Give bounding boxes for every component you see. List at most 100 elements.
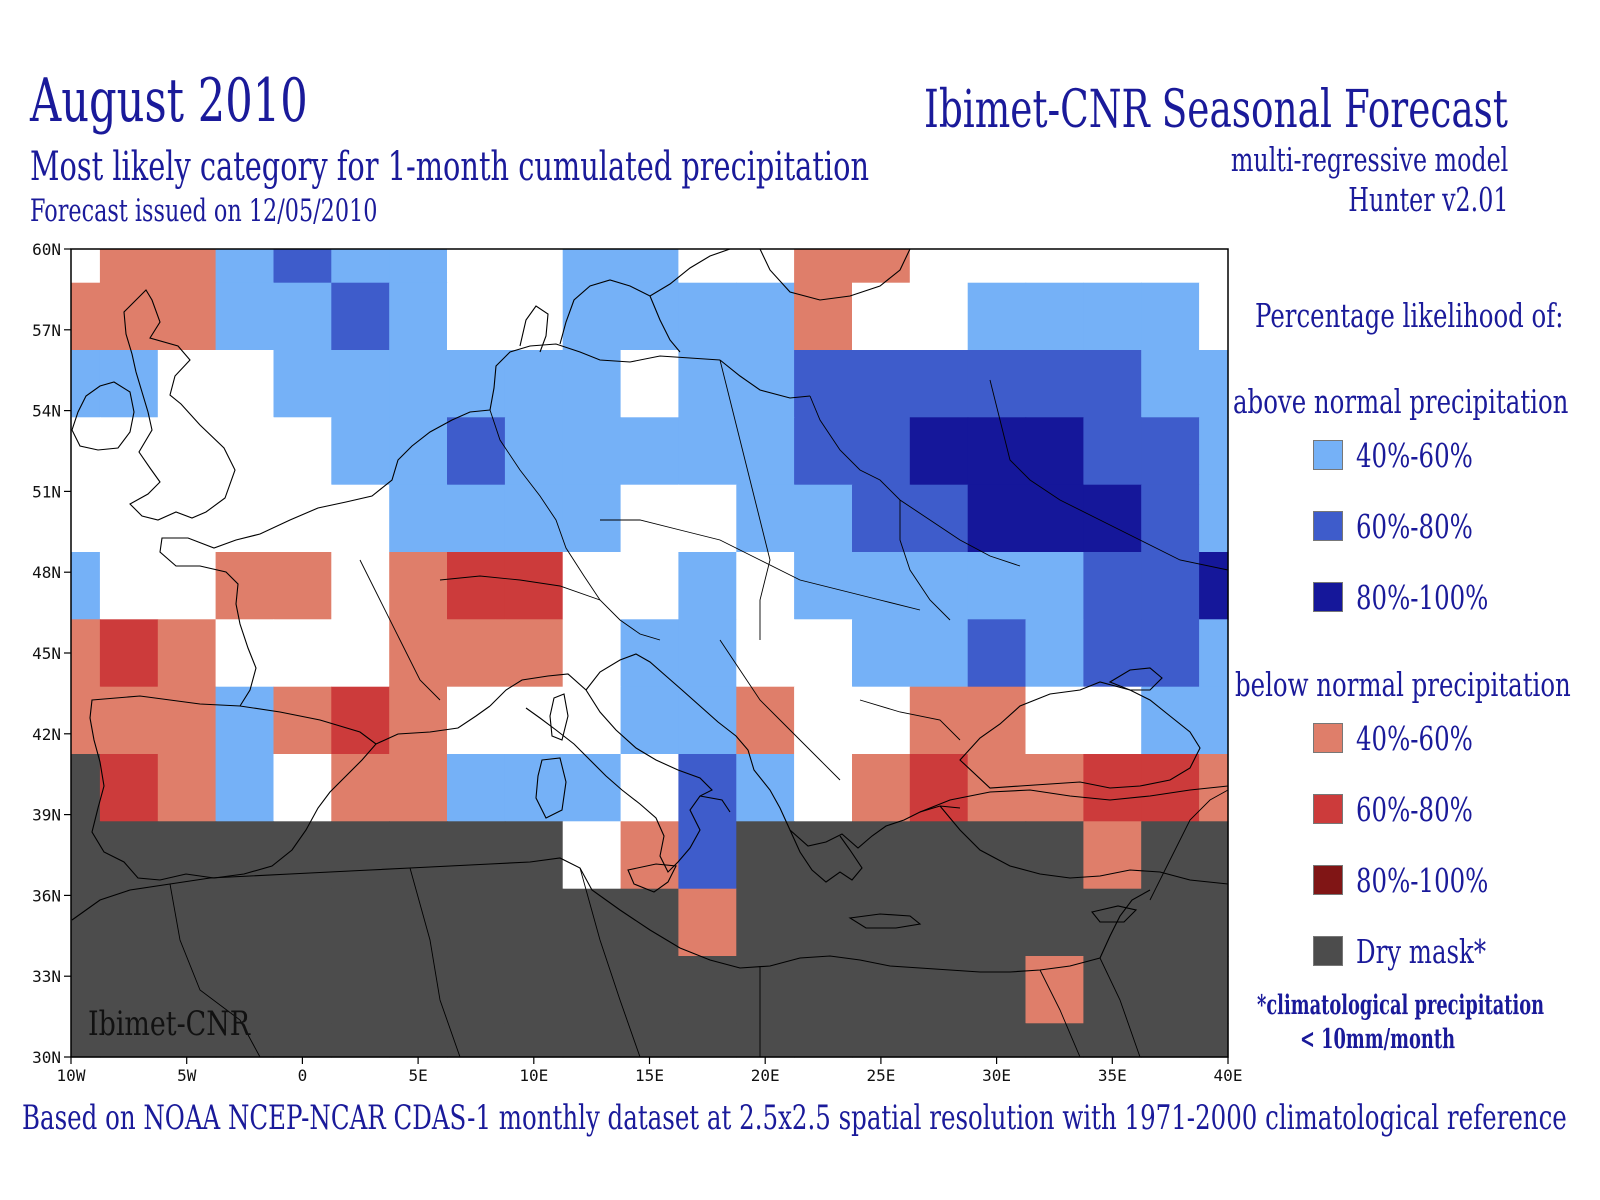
grid-cell <box>99 417 159 486</box>
grid-cell <box>99 552 159 620</box>
legend-swatch-below-2 <box>1313 794 1343 824</box>
grid-cell <box>71 888 101 957</box>
grid-cell <box>794 754 853 822</box>
legend-label-below-3: 80%-100% <box>1356 861 1489 900</box>
grid-cell <box>794 417 853 486</box>
grid-cell <box>1141 956 1200 1024</box>
grid-cell <box>1199 1023 1229 1058</box>
issue-date: Forecast issued on 12/05/2010 <box>30 193 378 229</box>
grid-cell <box>389 484 448 553</box>
grid-cell <box>157 1023 217 1058</box>
y-tick-label: 57N <box>32 321 61 340</box>
grid-cell <box>99 484 159 553</box>
grid-cell <box>1025 888 1084 957</box>
grid-cell <box>1199 282 1229 351</box>
grid-cell <box>504 888 564 957</box>
grid-cell <box>1141 888 1200 957</box>
grid-cell <box>215 484 275 553</box>
legend-above-heading: above normal precipitation <box>1233 382 1569 421</box>
coastlines <box>71 249 1228 1057</box>
grid-cell <box>1141 282 1200 351</box>
grid-cell <box>852 552 911 620</box>
data-source-footer: Based on NOAA NCEP-NCAR CDAS-1 monthly d… <box>22 1098 1567 1138</box>
grid-cell <box>620 417 680 486</box>
grid-cell <box>736 821 795 890</box>
grid-cell <box>447 484 506 553</box>
grid-cell <box>157 956 217 1024</box>
grid-cell <box>562 956 622 1024</box>
grid-cell <box>736 888 795 957</box>
grid-cell <box>447 754 506 822</box>
grid-cell <box>736 417 795 486</box>
grid-cell <box>1141 686 1200 755</box>
grid-cell <box>389 417 448 486</box>
grid-cell <box>331 484 390 553</box>
grid-cell <box>1025 282 1084 351</box>
grid-cell <box>1141 619 1200 688</box>
grid-cell <box>71 1023 101 1058</box>
grid-cell <box>273 282 332 351</box>
x-tick-label: 10E <box>519 1066 548 1085</box>
y-tick-label: 33N <box>32 967 61 986</box>
grid-cell <box>1083 417 1142 486</box>
org-title: Ibimet-CNR Seasonal Forecast <box>924 80 1508 140</box>
grid-cell <box>678 619 737 688</box>
grid-cell <box>620 619 680 688</box>
grid-cell <box>215 350 275 418</box>
grid-cell <box>389 282 448 351</box>
x-tick-label: 25E <box>866 1066 895 1085</box>
grid-cell <box>852 956 911 1024</box>
grid-cell <box>504 821 564 890</box>
legend-label-below-1: 40%-60% <box>1356 719 1473 758</box>
grid-cell <box>678 249 737 284</box>
grid-cell <box>504 552 564 620</box>
grid-cell <box>794 249 853 284</box>
grid-cell <box>504 282 564 351</box>
x-tick-label: 30E <box>982 1066 1011 1085</box>
grid-cell <box>852 417 911 486</box>
grid-cell <box>1141 821 1200 890</box>
grid-cell <box>678 754 737 822</box>
grid-cell <box>99 249 159 284</box>
grid-cell <box>620 686 680 755</box>
grid-cell <box>447 1023 506 1058</box>
grid-cell <box>909 888 969 957</box>
grid-cell <box>620 956 680 1024</box>
x-tick-label: 15E <box>635 1066 664 1085</box>
y-tick-label: 51N <box>32 482 61 501</box>
grid-cell <box>157 417 217 486</box>
legend-swatch-below-1 <box>1313 723 1343 753</box>
grid-cell <box>1199 552 1229 620</box>
grid-cell <box>331 821 390 890</box>
grid-cell <box>967 282 1027 351</box>
grid-cell <box>99 888 159 957</box>
y-tick-label: 54N <box>32 402 61 421</box>
grid-cell <box>1025 619 1084 688</box>
model-version: Hunter v2.01 <box>1347 180 1508 219</box>
grid-cell <box>678 888 737 957</box>
grid-cell <box>1199 350 1229 418</box>
grid-cell <box>562 282 622 351</box>
grid-cell <box>794 956 853 1024</box>
grid-cell <box>215 417 275 486</box>
grid-cell <box>736 1023 795 1058</box>
grid-cell <box>562 754 622 822</box>
grid-cell <box>967 552 1027 620</box>
grid-cell <box>794 282 853 351</box>
grid-cell <box>909 484 969 553</box>
grid-cell <box>1141 1023 1200 1058</box>
grid-cell <box>1025 484 1084 553</box>
y-tick-label: 45N <box>32 644 61 663</box>
grid-cell <box>967 417 1027 486</box>
grid-cell <box>967 686 1027 755</box>
grid-cell <box>1199 888 1229 957</box>
grid-cell <box>1141 350 1200 418</box>
grid-cell <box>389 956 448 1024</box>
grid-cell <box>157 686 217 755</box>
grid-cell <box>1199 686 1229 755</box>
grid-cell <box>1025 350 1084 418</box>
grid-cell <box>71 956 101 1024</box>
legend-heading: Percentage likelihood of: <box>1255 296 1564 335</box>
grid-cell <box>504 1023 564 1058</box>
